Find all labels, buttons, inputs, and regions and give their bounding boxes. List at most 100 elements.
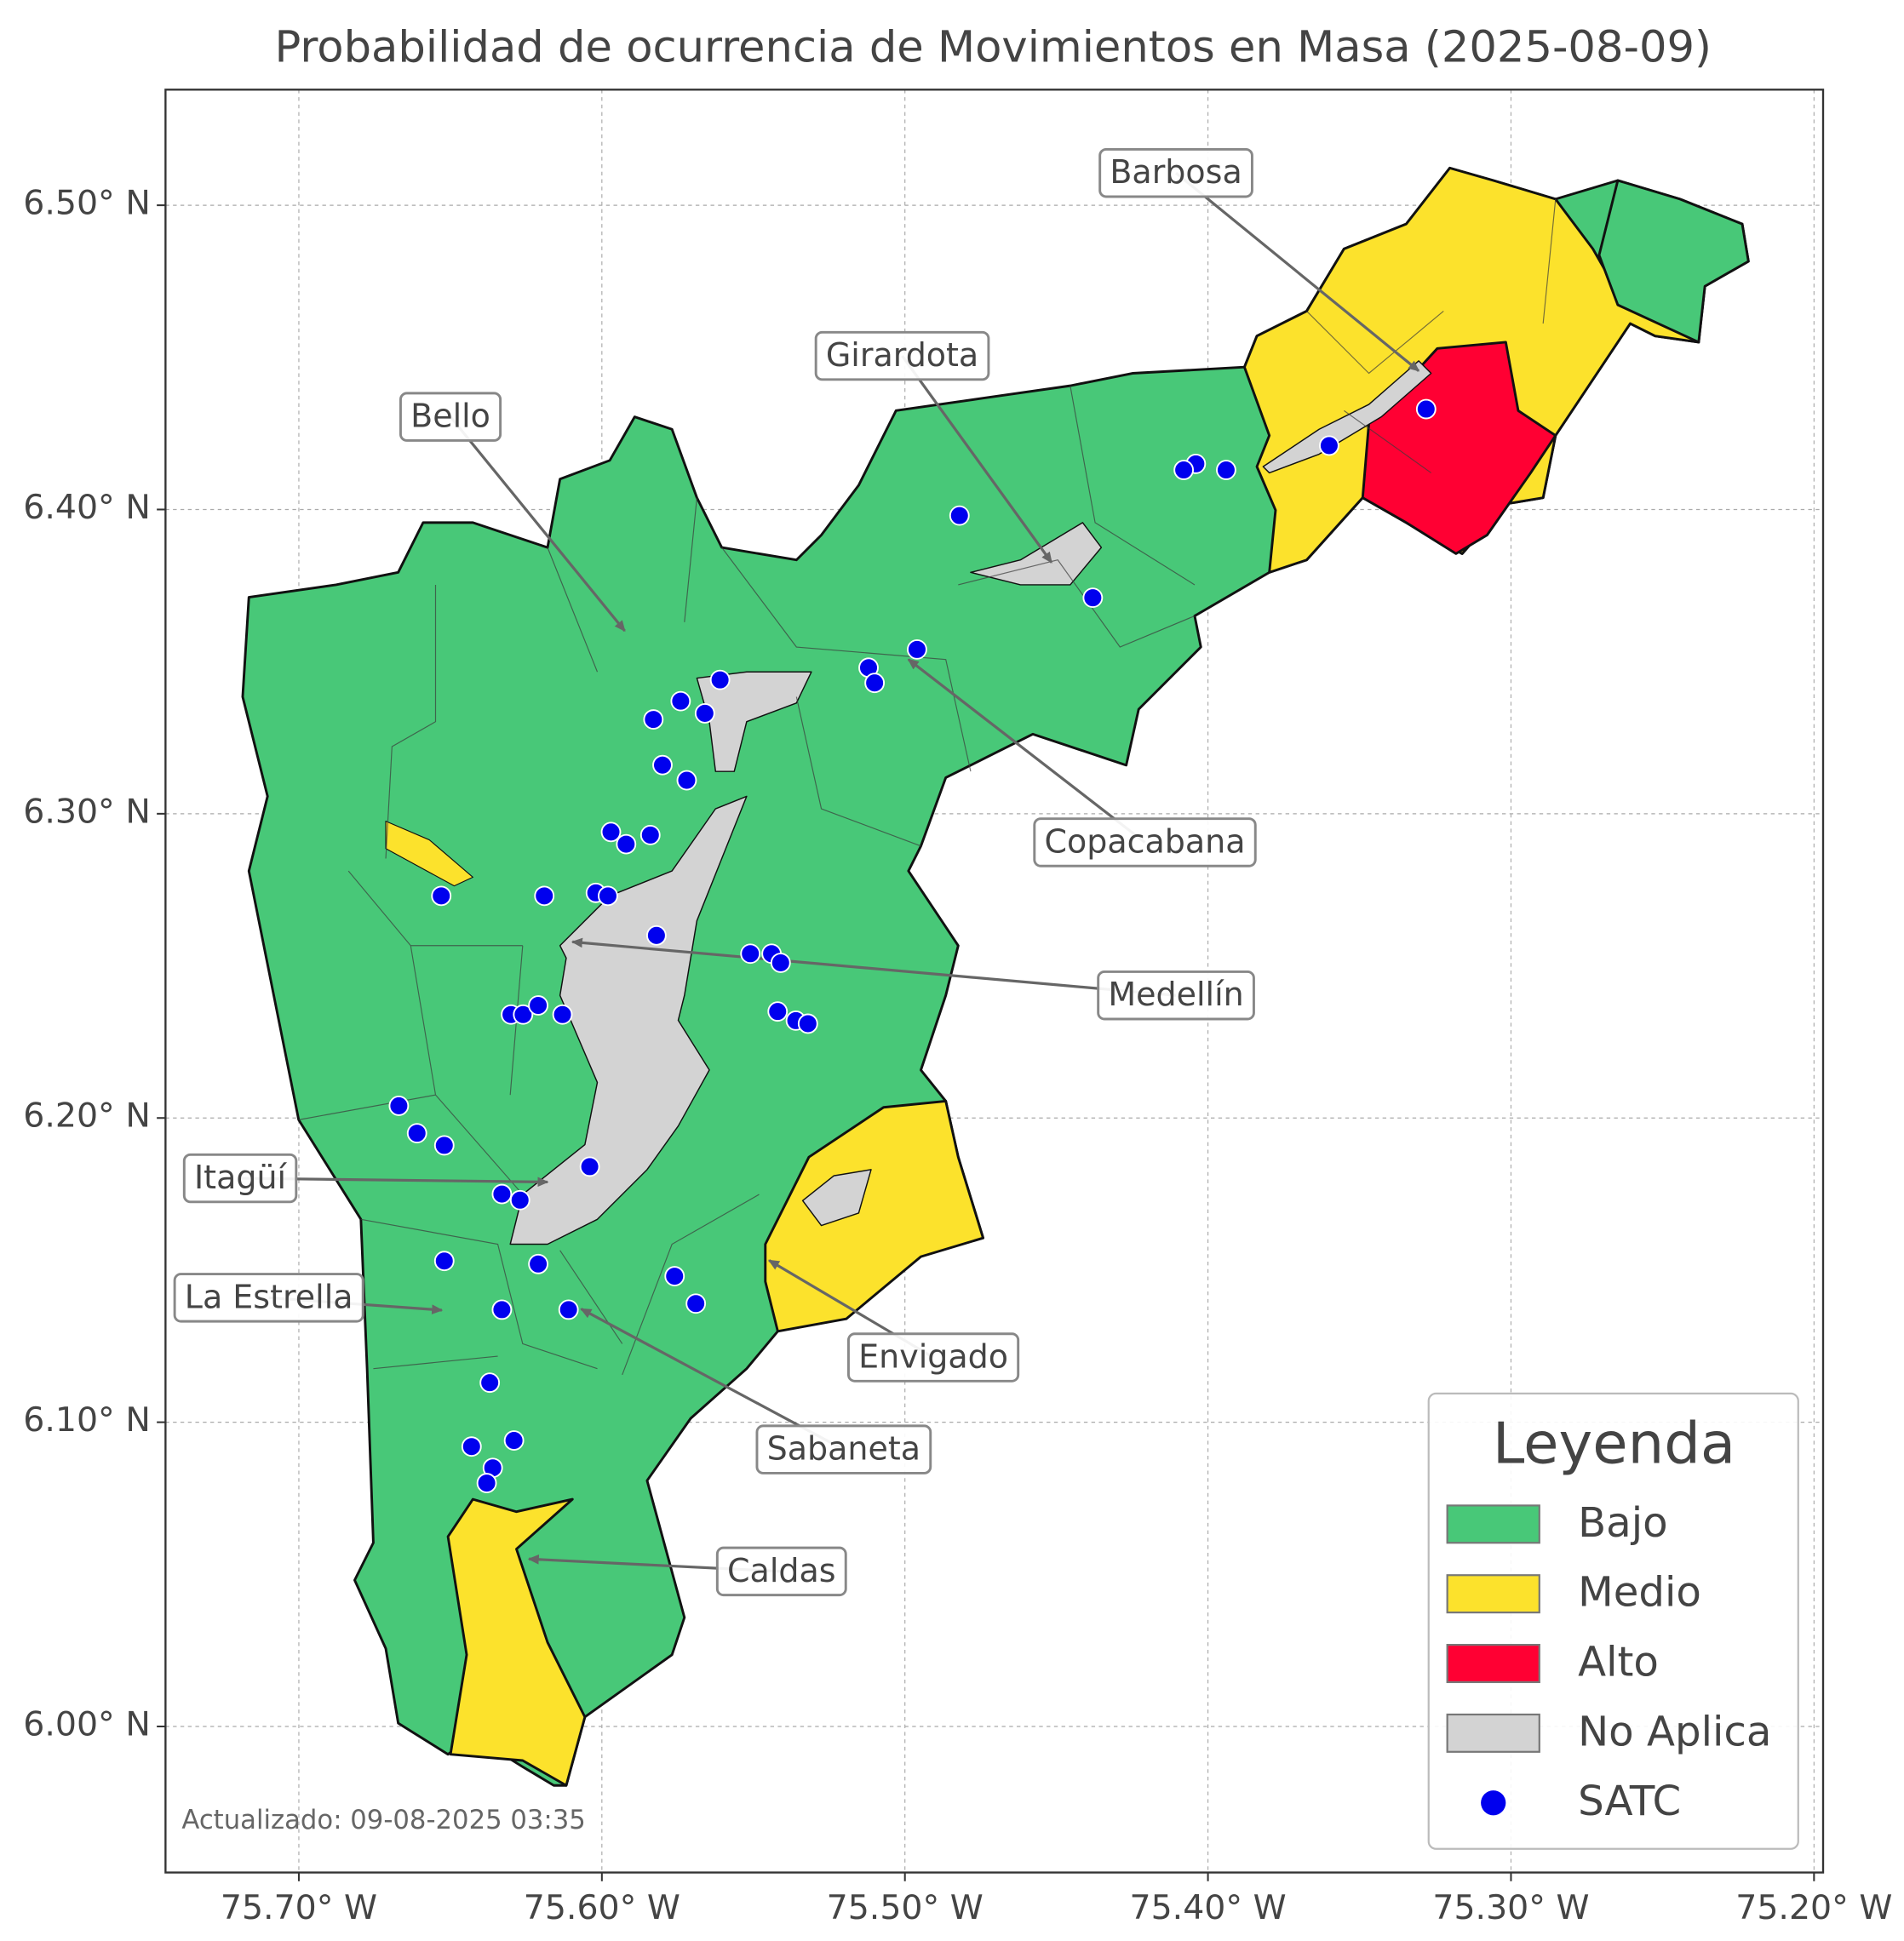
satc-point — [639, 824, 661, 845]
legend-swatch — [1446, 1574, 1540, 1614]
x-tick-label: 75.60° W — [524, 1888, 680, 1927]
region-no-aplica — [801, 1169, 872, 1227]
y-tick-label: 6.50° N — [23, 184, 151, 223]
satc-point — [645, 925, 667, 946]
regions — [241, 166, 1750, 1787]
annotation: Girardota — [814, 330, 990, 381]
annotation-label: La Estrella — [185, 1278, 353, 1315]
satc-point — [685, 1293, 707, 1314]
satc-point — [528, 1253, 549, 1274]
legend-label: Bajo — [1578, 1499, 1668, 1547]
x-tick-label: 75.50° W — [827, 1888, 984, 1927]
satc-point — [406, 1123, 427, 1144]
annotation-box — [1097, 970, 1255, 1021]
satc-point — [598, 885, 618, 907]
annotation: Sabaneta — [755, 1424, 932, 1474]
annotation: Caldas — [715, 1546, 847, 1597]
satc-point — [579, 1156, 600, 1177]
annotation: Bello — [399, 392, 502, 442]
annotation: Barbosa — [1098, 147, 1253, 198]
region-medio — [764, 1099, 984, 1333]
satc-points — [388, 398, 1437, 1494]
y-tick-label: 6.10° N — [23, 1400, 151, 1440]
annotation-label: Girardota — [826, 336, 978, 374]
annotation-arrow — [901, 355, 1053, 564]
annotation-label: Barbosa — [1110, 153, 1242, 191]
satc-point — [433, 1135, 455, 1156]
satc-point — [476, 1473, 497, 1494]
satc-point — [670, 690, 691, 712]
annotation-box — [1098, 147, 1253, 198]
annotation-box — [814, 330, 990, 381]
satc-point — [461, 1436, 482, 1457]
annotation-box — [182, 1153, 298, 1204]
region-alto — [1361, 341, 1557, 555]
legend-label: SATC — [1578, 1778, 1681, 1825]
region-no-aplica — [509, 795, 748, 1245]
satc-point — [676, 770, 697, 791]
satc-point — [1216, 460, 1236, 480]
satc-point — [949, 505, 970, 526]
region-bajo — [1597, 179, 1750, 344]
y-tick-label: 6.20° N — [23, 1096, 151, 1136]
satc-point — [534, 885, 555, 907]
annotation-arrow — [571, 937, 1177, 997]
annotation: Copacabana — [1033, 817, 1257, 867]
satc-point — [652, 754, 673, 776]
axes: 75.70° W 75.60° W 75.50° W 75.40° W 75.30° W… — [23, 184, 1892, 1927]
satc-point — [664, 1266, 685, 1286]
satc-point — [907, 638, 927, 660]
legend-marker — [1481, 1790, 1506, 1816]
region-no-aplica — [1262, 360, 1432, 474]
annotation-label: Medellín — [1108, 976, 1243, 1013]
satc-point — [1082, 587, 1104, 609]
annotations: Barbosa Girardota Bello Copacabana Medellín I… — [173, 147, 1420, 1597]
legend-label: Medio — [1578, 1569, 1701, 1617]
satc-point — [709, 669, 731, 690]
satc-point — [513, 1004, 534, 1025]
legend-swatch — [1446, 1644, 1540, 1684]
x-tick-label: 75.40° W — [1130, 1888, 1287, 1927]
satc-point — [740, 943, 761, 965]
annotation-box — [846, 1332, 1020, 1383]
legend: Leyenda Bajo Medio Alto No Aplica SATC — [1427, 1392, 1799, 1850]
satc-point — [388, 1096, 410, 1116]
annotation-label: Envigado — [858, 1337, 1008, 1375]
annotation-label: Copacabana — [1044, 822, 1245, 860]
annotation-label: Caldas — [727, 1552, 836, 1589]
annotation: Envigado — [846, 1332, 1020, 1383]
satc-point — [552, 1004, 573, 1025]
satc-point — [433, 1251, 455, 1272]
annotation-box — [173, 1273, 364, 1323]
satc-point — [491, 1183, 513, 1205]
legend-label: Alto — [1578, 1638, 1659, 1686]
satc-point — [528, 995, 549, 1016]
annotation-label: Bello — [410, 398, 490, 435]
x-tick-label: 75.20° W — [1735, 1888, 1892, 1927]
satc-point — [1319, 435, 1339, 456]
satc-point — [491, 1299, 513, 1320]
satc-point — [509, 1189, 530, 1211]
x-tick-label: 75.30° W — [1432, 1888, 1589, 1927]
region-medio — [446, 1497, 587, 1787]
legend-title: Leyenda — [1493, 1410, 1735, 1476]
annotation: Itagüí — [182, 1153, 298, 1204]
annotation-arrow — [907, 658, 1146, 844]
x-tick-label: 75.70° W — [221, 1888, 377, 1927]
satc-point — [1173, 460, 1195, 480]
region-medio — [385, 821, 473, 887]
satc-point — [770, 953, 791, 973]
satc-point — [694, 703, 715, 724]
annotation: La Estrella — [173, 1273, 364, 1323]
annotation-label: Itagüí — [194, 1159, 288, 1196]
annotation-label: Sabaneta — [767, 1430, 920, 1468]
satc-point — [479, 1372, 501, 1394]
satc-point — [600, 822, 622, 843]
legend-swatch — [1446, 1504, 1540, 1544]
annotation-arrow — [1175, 171, 1420, 372]
region-no-aplica — [696, 671, 812, 772]
satc-point — [797, 1013, 818, 1034]
y-tick-label: 6.40° N — [23, 488, 151, 527]
annotation-box — [399, 392, 502, 442]
